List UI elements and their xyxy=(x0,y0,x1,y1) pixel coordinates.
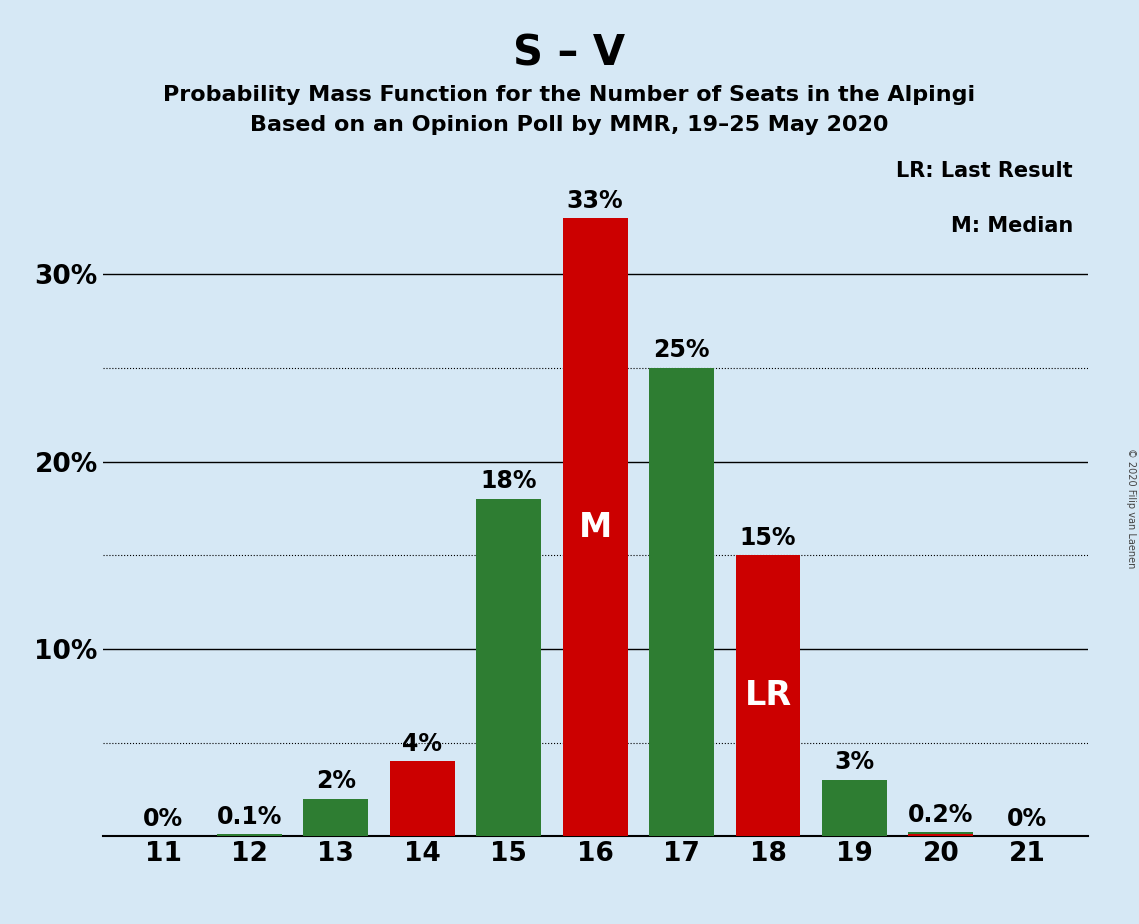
Text: 0%: 0% xyxy=(142,807,183,831)
Text: 15%: 15% xyxy=(739,526,796,550)
Bar xyxy=(736,555,801,836)
Bar xyxy=(218,834,281,836)
Text: 33%: 33% xyxy=(567,188,623,213)
Text: LR: LR xyxy=(745,679,792,712)
Text: 0.2%: 0.2% xyxy=(908,803,974,827)
Text: 4%: 4% xyxy=(402,732,442,756)
Text: 0.1%: 0.1% xyxy=(216,805,282,829)
Text: Based on an Opinion Poll by MMR, 19–25 May 2020: Based on an Opinion Poll by MMR, 19–25 M… xyxy=(251,115,888,135)
Bar xyxy=(563,218,628,836)
Bar xyxy=(476,499,541,836)
Bar xyxy=(303,798,368,836)
Bar xyxy=(390,761,454,836)
Bar xyxy=(822,780,887,836)
Text: 3%: 3% xyxy=(835,750,875,774)
Text: Probability Mass Function for the Number of Seats in the Alpingi: Probability Mass Function for the Number… xyxy=(163,85,976,105)
Text: 2%: 2% xyxy=(316,769,355,793)
Bar xyxy=(649,368,714,836)
Text: M: M xyxy=(579,511,612,543)
Text: 25%: 25% xyxy=(654,338,710,362)
Text: © 2020 Filip van Laenen: © 2020 Filip van Laenen xyxy=(1126,448,1136,568)
Bar xyxy=(909,834,973,836)
Bar xyxy=(909,833,973,836)
Text: 18%: 18% xyxy=(481,469,536,493)
Text: LR: Last Result: LR: Last Result xyxy=(896,161,1073,180)
Text: S – V: S – V xyxy=(514,32,625,74)
Text: M: Median: M: Median xyxy=(951,216,1073,236)
Text: 0%: 0% xyxy=(1007,807,1048,831)
